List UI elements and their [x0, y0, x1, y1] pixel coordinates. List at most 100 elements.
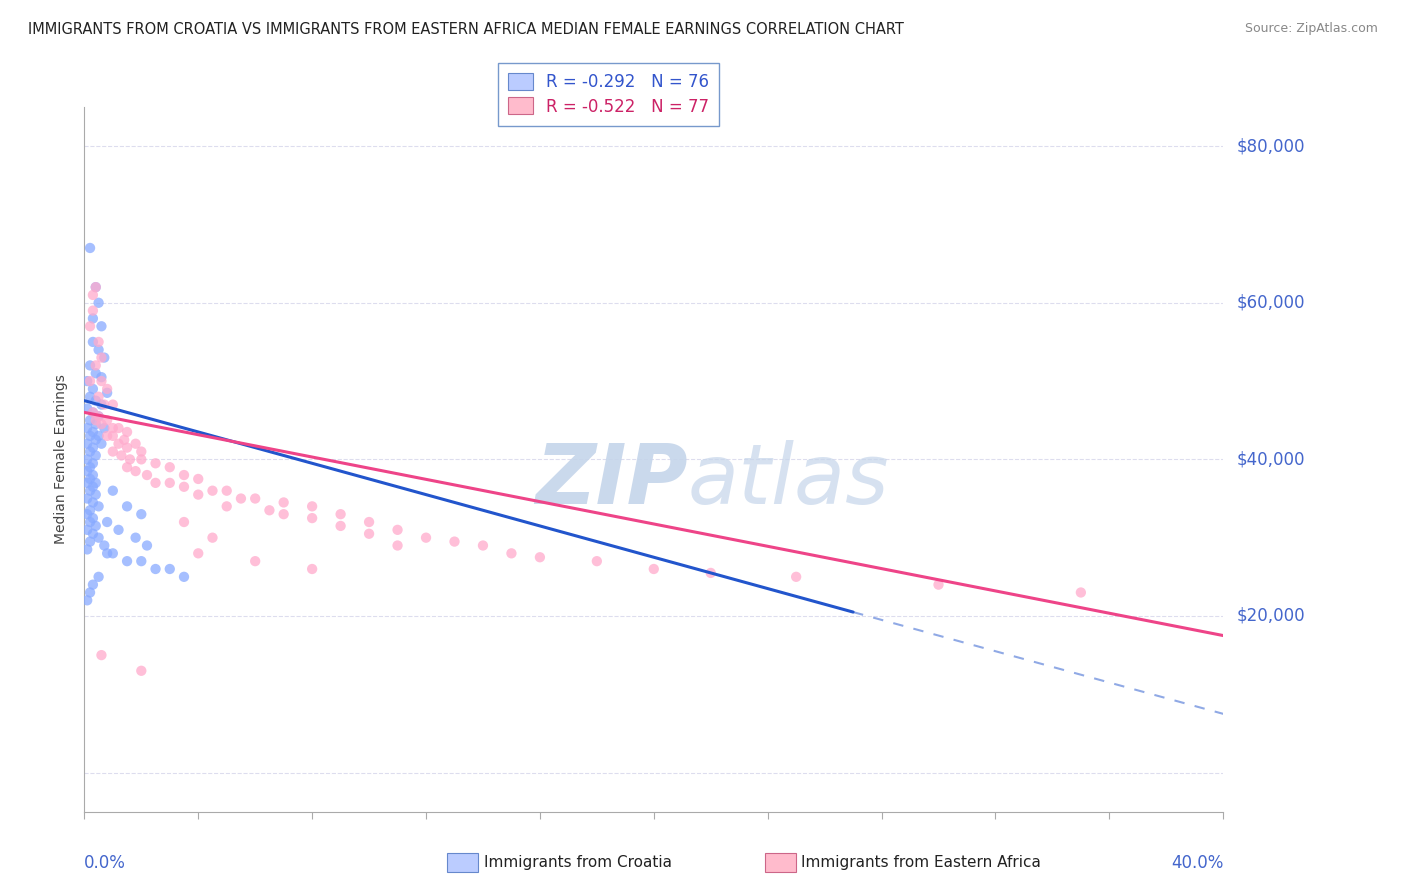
Point: [79, 534, 101, 549]
Point: [82, 405, 104, 419]
Point: [79, 359, 101, 373]
Text: 0.0%: 0.0%: [84, 854, 127, 872]
Point: [82, 577, 104, 591]
Point: [96, 546, 118, 560]
Point: [387, 523, 409, 537]
Point: [82, 480, 104, 494]
Point: [301, 500, 323, 514]
Point: [131, 554, 153, 568]
Point: [84, 417, 107, 431]
Point: [173, 468, 195, 483]
Point: [76, 464, 98, 478]
Point: [145, 475, 167, 490]
Point: [115, 554, 138, 568]
Point: [84, 280, 107, 294]
Point: [101, 483, 124, 498]
Point: [90, 374, 112, 388]
Point: [84, 393, 107, 408]
Point: [107, 523, 129, 537]
Point: [301, 562, 323, 576]
Point: [76, 452, 98, 467]
Point: [187, 472, 209, 486]
Point: [79, 585, 101, 599]
Point: [201, 531, 224, 545]
Point: [84, 475, 107, 490]
Point: [101, 398, 124, 412]
Legend: R = -0.292   N = 76, R = -0.522   N = 77: R = -0.292 N = 76, R = -0.522 N = 77: [498, 62, 718, 126]
Point: [96, 385, 118, 400]
Point: [76, 523, 98, 537]
Point: [96, 429, 118, 443]
Point: [79, 503, 101, 517]
Text: atlas: atlas: [688, 440, 890, 521]
Point: [82, 425, 104, 439]
Point: [173, 480, 195, 494]
Point: [107, 421, 129, 435]
Point: [90, 417, 112, 431]
Point: [82, 382, 104, 396]
Point: [87, 334, 110, 349]
Point: [76, 593, 98, 607]
Point: [173, 515, 195, 529]
Point: [76, 491, 98, 506]
Point: [472, 539, 495, 553]
Point: [90, 648, 112, 662]
Point: [79, 319, 101, 334]
Point: [115, 460, 138, 475]
Point: [76, 507, 98, 521]
Point: [136, 539, 159, 553]
Point: [159, 562, 181, 576]
Point: [124, 436, 146, 450]
Point: [928, 577, 950, 591]
Point: [79, 483, 101, 498]
Point: [87, 429, 110, 443]
Point: [359, 515, 381, 529]
Point: [273, 495, 295, 509]
Point: [82, 405, 104, 419]
Point: [82, 511, 104, 525]
Point: [700, 566, 723, 580]
Point: [84, 433, 107, 447]
Point: [82, 495, 104, 509]
Text: ZIP: ZIP: [536, 440, 688, 521]
Point: [79, 390, 101, 404]
Point: [215, 500, 238, 514]
Point: [90, 436, 112, 450]
Y-axis label: Median Female Earnings: Median Female Earnings: [55, 375, 69, 544]
Point: [107, 436, 129, 450]
Point: [79, 241, 101, 255]
Point: [84, 487, 107, 501]
Point: [131, 444, 153, 458]
Point: [273, 507, 295, 521]
Point: [79, 460, 101, 475]
Point: [187, 487, 209, 501]
Point: [110, 449, 132, 463]
Point: [115, 425, 138, 439]
Point: [79, 444, 101, 458]
Point: [124, 464, 146, 478]
Text: $40,000: $40,000: [1237, 450, 1305, 468]
Point: [90, 319, 112, 334]
Point: [501, 546, 523, 560]
Point: [101, 429, 124, 443]
Point: [87, 390, 110, 404]
Point: [79, 515, 101, 529]
Point: [82, 468, 104, 483]
Point: [101, 444, 124, 458]
Point: [87, 570, 110, 584]
Point: [76, 401, 98, 416]
Point: [82, 288, 104, 302]
Point: [229, 491, 252, 506]
Point: [76, 542, 98, 557]
Point: [82, 303, 104, 318]
Point: [82, 526, 104, 541]
Point: [245, 554, 267, 568]
Point: [93, 539, 115, 553]
Point: [124, 531, 146, 545]
Point: [84, 413, 107, 427]
Text: 40.0%: 40.0%: [1171, 854, 1223, 872]
Point: [87, 409, 110, 424]
Point: [415, 531, 437, 545]
Point: [76, 421, 98, 435]
Point: [101, 546, 124, 560]
